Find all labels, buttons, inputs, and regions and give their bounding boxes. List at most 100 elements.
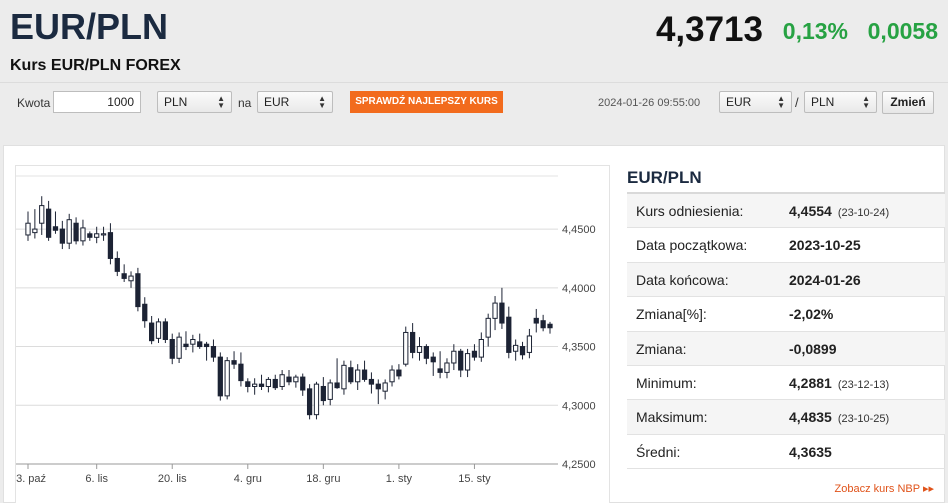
candle-body (128, 275, 134, 282)
select-arrows-icon: ▲ ▼ (777, 94, 785, 110)
select-arrows-icon: ▲ ▼ (217, 94, 225, 110)
y-tick-label: 4,4000 (562, 283, 596, 295)
candle-body (355, 369, 361, 383)
candle-body (121, 273, 127, 279)
candle-body (306, 388, 313, 416)
candle-body (485, 317, 491, 338)
candle-body (176, 336, 182, 359)
stats-panel: EUR/PLN Kurs odniesienia: 4,4554 (23-10-24… (627, 165, 945, 470)
from-currency-select[interactable]: PLN ▲ ▼ (157, 91, 232, 113)
toolbar-divider (0, 82, 948, 83)
stats-row-label: Data końcowa: (636, 271, 729, 288)
candle-body (437, 368, 443, 373)
candle-body (155, 321, 162, 339)
candle-body (252, 383, 258, 387)
x-tick-label: 23. paź (16, 473, 46, 485)
quote-header: EUR/PLN Kurs EUR/PLN FOREX 4,3713 0,13% … (0, 0, 948, 124)
candle-body (361, 369, 368, 380)
stats-row-label: Data początkowa: (636, 237, 748, 254)
candle-body (506, 316, 512, 353)
candle-body (94, 233, 100, 238)
candle-body (444, 362, 450, 373)
candle-body (464, 353, 471, 371)
candle-body (334, 382, 340, 389)
candle-body (471, 350, 478, 358)
stats-table: Kurs odniesienia: 4,4554 (23-10-24) Data po… (627, 194, 945, 470)
stats-row-value-text: 2023-10-25 (789, 237, 861, 254)
candle-body (416, 346, 423, 353)
stats-row: Data początkowa: 2023-10-25 (627, 228, 945, 263)
change-pair-button[interactable]: Zmień (882, 91, 934, 114)
pair-quote-value: PLN (811, 95, 835, 109)
nbp-rate-link[interactable]: Zobacz kurs NBP ▸▸ (834, 483, 934, 495)
page-subtitle: Kurs EUR/PLN FOREX (10, 57, 181, 74)
candle-body (210, 346, 217, 358)
x-tick-label: 6. lis (85, 473, 108, 485)
price-chart[interactable]: 4,2500 4,3000 4,3500 4,4000 4,4500 23. paź 6. … (15, 165, 610, 503)
candle-body (499, 302, 505, 324)
candle-body (238, 363, 244, 382)
candle-body (73, 222, 79, 242)
candle-body (224, 360, 230, 397)
x-tick-label: 15. sty (458, 473, 491, 485)
y-tick-label: 4,3500 (562, 342, 596, 354)
stats-row-value: 2023-10-25 (789, 237, 861, 253)
candle-body (403, 331, 409, 365)
candle-body (52, 226, 59, 231)
candle-body (382, 382, 388, 392)
candle-body (279, 374, 285, 387)
y-tick-label: 4,3000 (562, 400, 596, 412)
candle-body (32, 228, 38, 234)
stats-row: Zmiana[%]: -2,02% (627, 297, 945, 332)
candle-body (396, 369, 402, 377)
stats-row-value: -0,0899 (789, 341, 836, 357)
pair-base-select[interactable]: EUR ▲ ▼ (719, 91, 792, 113)
candle-body (533, 317, 539, 324)
candle-body (410, 331, 416, 353)
select-arrows-icon: ▲ ▼ (318, 94, 326, 110)
stats-row-label: Maksimum: (636, 409, 708, 426)
candlestick-chart[interactable]: 4,2500 4,3000 4,3500 4,4000 4,4500 23. paź 6. … (16, 166, 611, 503)
stats-row-value-text: 2024-01-26 (789, 271, 861, 288)
change-absolute: 0,0058 (867, 18, 938, 44)
candle-body (203, 343, 210, 348)
change-percent: 0,13% (782, 18, 848, 44)
candle-body (100, 233, 107, 236)
stats-row: Zmiana: -0,0899 (627, 331, 945, 366)
candle-body (519, 346, 526, 356)
candle-body (45, 208, 52, 238)
candle-body (341, 364, 347, 390)
current-rate: 4,3713 (655, 10, 763, 49)
stats-row-label: Minimum: (636, 374, 697, 391)
na-label: na (238, 96, 252, 110)
stats-row-label: Średni: (636, 443, 681, 460)
candle-body (265, 378, 272, 387)
amount-label: Kwota (17, 96, 51, 110)
candle-body (286, 376, 292, 383)
pair-quote-select[interactable]: PLN ▲ ▼ (804, 91, 877, 113)
to-currency-select[interactable]: EUR ▲ ▼ (257, 91, 333, 113)
to-currency-value: EUR (264, 95, 290, 109)
stats-row-value-text: 4,2881 (789, 374, 832, 391)
best-rate-button[interactable]: SPRAWDŹ NAJLEPSZY KURS (350, 91, 503, 113)
stats-row-value-text: -2,02% (789, 306, 834, 323)
stats-row-value-text: 4,3635 (789, 443, 832, 460)
candle-body (458, 350, 464, 371)
candle-body (135, 273, 141, 308)
candle-body (526, 335, 533, 353)
stats-row: Minimum: 4,2881 (23-12-13) (627, 366, 945, 401)
stats-row-label: Kurs odniesienia: (636, 203, 744, 219)
candle-body (423, 346, 429, 359)
stats-row: Kurs odniesienia: 4,4554 (23-10-24) (627, 194, 945, 229)
candle-body (231, 360, 237, 365)
candle-body (368, 378, 375, 385)
stats-row: Data końcowa: 2024-01-26 (627, 262, 945, 298)
candle-body (389, 369, 395, 383)
candle-body (492, 302, 498, 319)
candle-body (80, 227, 86, 242)
amount-input[interactable]: 1000 (53, 91, 141, 113)
candle-body (245, 381, 251, 387)
candle-body (87, 233, 93, 238)
candle-body (547, 323, 553, 329)
candle-body (183, 343, 189, 348)
